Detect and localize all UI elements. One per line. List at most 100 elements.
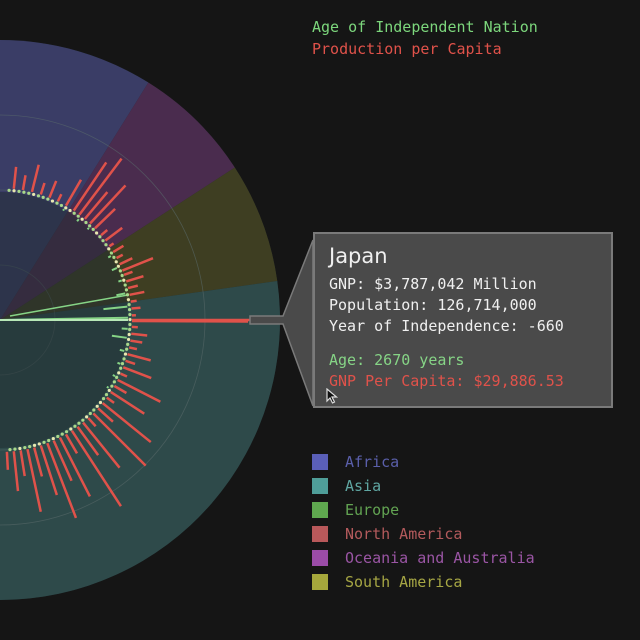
gnp-bar bbox=[131, 306, 141, 310]
gnp-bar bbox=[123, 270, 133, 277]
country-tick bbox=[73, 424, 77, 428]
country-tick bbox=[84, 220, 88, 225]
gnp-bar bbox=[82, 421, 121, 469]
legend-gnp-label: Production per Capita bbox=[312, 40, 502, 58]
gnp-bar bbox=[100, 229, 109, 237]
country-tick bbox=[59, 203, 64, 208]
gnp-bar bbox=[92, 412, 147, 467]
gnp-bar bbox=[12, 451, 20, 492]
legend-swatch bbox=[312, 454, 328, 470]
gnp-bar bbox=[108, 242, 115, 248]
country-tick bbox=[128, 322, 132, 327]
country-tick bbox=[128, 327, 132, 332]
age-bar bbox=[111, 334, 127, 339]
gnp-bar bbox=[121, 257, 154, 272]
gnp-bar bbox=[122, 366, 152, 380]
age-bar bbox=[119, 348, 125, 352]
country-tick bbox=[28, 444, 32, 449]
country-tick bbox=[60, 432, 64, 436]
country-tick bbox=[88, 224, 92, 228]
legend-age-label: Age of Independent Nation bbox=[312, 18, 538, 36]
country-tick bbox=[32, 192, 36, 197]
gnp-bar bbox=[129, 290, 145, 297]
gnp-bar bbox=[83, 191, 109, 220]
gnp-bar bbox=[117, 378, 161, 403]
country-tick bbox=[22, 190, 26, 194]
gnp-bar bbox=[70, 430, 122, 507]
gnp-bar bbox=[125, 274, 144, 283]
country-tick bbox=[118, 269, 122, 273]
gnp-bar bbox=[120, 372, 128, 378]
age-bar bbox=[86, 227, 90, 231]
legend-label: Europe bbox=[345, 501, 400, 519]
legend-label: Asia bbox=[345, 477, 382, 495]
legend-swatch bbox=[312, 574, 328, 590]
country-tick bbox=[12, 189, 16, 193]
country-tick bbox=[95, 231, 99, 235]
gnp-bar bbox=[110, 390, 145, 415]
tooltip-population: Population: 126,714,000 bbox=[329, 296, 537, 314]
country-tick bbox=[125, 347, 129, 351]
mouse-pointer-icon bbox=[326, 388, 338, 404]
legend-label: Oceania and Australia bbox=[345, 549, 535, 567]
gnp-bar bbox=[39, 182, 46, 195]
gnp-bar bbox=[127, 352, 152, 362]
legend-swatch bbox=[312, 502, 328, 518]
gnp-bar bbox=[87, 417, 97, 428]
legend-item-asia[interactable]: Asia bbox=[312, 474, 535, 498]
country-tick bbox=[13, 447, 17, 451]
country-tick bbox=[104, 243, 108, 247]
country-tooltip: Japan GNP: $3,787,042 Million Population… bbox=[313, 232, 613, 408]
legend-item-europe[interactable]: Europe bbox=[312, 498, 535, 522]
country-tick bbox=[112, 255, 116, 259]
legend-item-south-america[interactable]: South America bbox=[312, 570, 535, 594]
gnp-bar bbox=[32, 447, 44, 477]
gnp-bar bbox=[101, 402, 152, 444]
age-bar bbox=[118, 279, 123, 283]
country-tick bbox=[36, 194, 41, 198]
gnp-bar bbox=[127, 284, 139, 290]
country-tick bbox=[41, 195, 45, 199]
country-tick bbox=[101, 396, 106, 401]
country-tick bbox=[32, 443, 37, 447]
gnp-bar bbox=[56, 193, 63, 202]
gnp-bar bbox=[112, 244, 125, 254]
tooltip-gnp: GNP: $3,787,042 Million bbox=[329, 275, 537, 293]
country-tick bbox=[91, 227, 95, 231]
country-tick bbox=[110, 384, 114, 388]
gnp-bar bbox=[52, 440, 73, 482]
country-tick bbox=[126, 342, 130, 346]
age-bar bbox=[9, 294, 129, 317]
country-tick bbox=[95, 404, 99, 408]
legend-item-oceania-australia[interactable]: Oceania and Australia bbox=[312, 546, 535, 570]
gnp-bar bbox=[97, 407, 114, 423]
legend-swatch bbox=[312, 478, 328, 494]
gnp-bar bbox=[89, 184, 127, 225]
legend-item-africa[interactable]: Africa bbox=[312, 450, 535, 474]
tooltip-independence: Year of Independence: -660 bbox=[329, 317, 564, 335]
legend-item-north-america[interactable]: North America bbox=[312, 522, 535, 546]
country-tick bbox=[47, 438, 51, 443]
country-tick bbox=[69, 427, 73, 431]
country-tick bbox=[125, 293, 130, 297]
country-tick bbox=[116, 264, 120, 268]
gnp-bar bbox=[130, 339, 143, 344]
country-tick bbox=[81, 418, 85, 422]
gnp-bar-highlighted bbox=[131, 319, 249, 323]
country-tick bbox=[107, 388, 111, 393]
gnp-bar bbox=[58, 437, 92, 497]
country-tick bbox=[23, 446, 27, 450]
legend-label: North America bbox=[345, 525, 463, 543]
age-bar bbox=[112, 374, 116, 378]
country-tick bbox=[123, 283, 127, 287]
tooltip-gnp-per-capita: GNP Per Capita: $29,886.53 bbox=[329, 372, 564, 390]
country-tick bbox=[17, 189, 21, 193]
country-tick bbox=[64, 206, 68, 210]
gnp-bar bbox=[115, 253, 124, 260]
country-tick bbox=[115, 375, 119, 379]
gnp-bar bbox=[131, 332, 148, 337]
country-tick bbox=[101, 239, 105, 243]
gnp-bar bbox=[64, 433, 79, 454]
country-tick bbox=[42, 440, 46, 444]
